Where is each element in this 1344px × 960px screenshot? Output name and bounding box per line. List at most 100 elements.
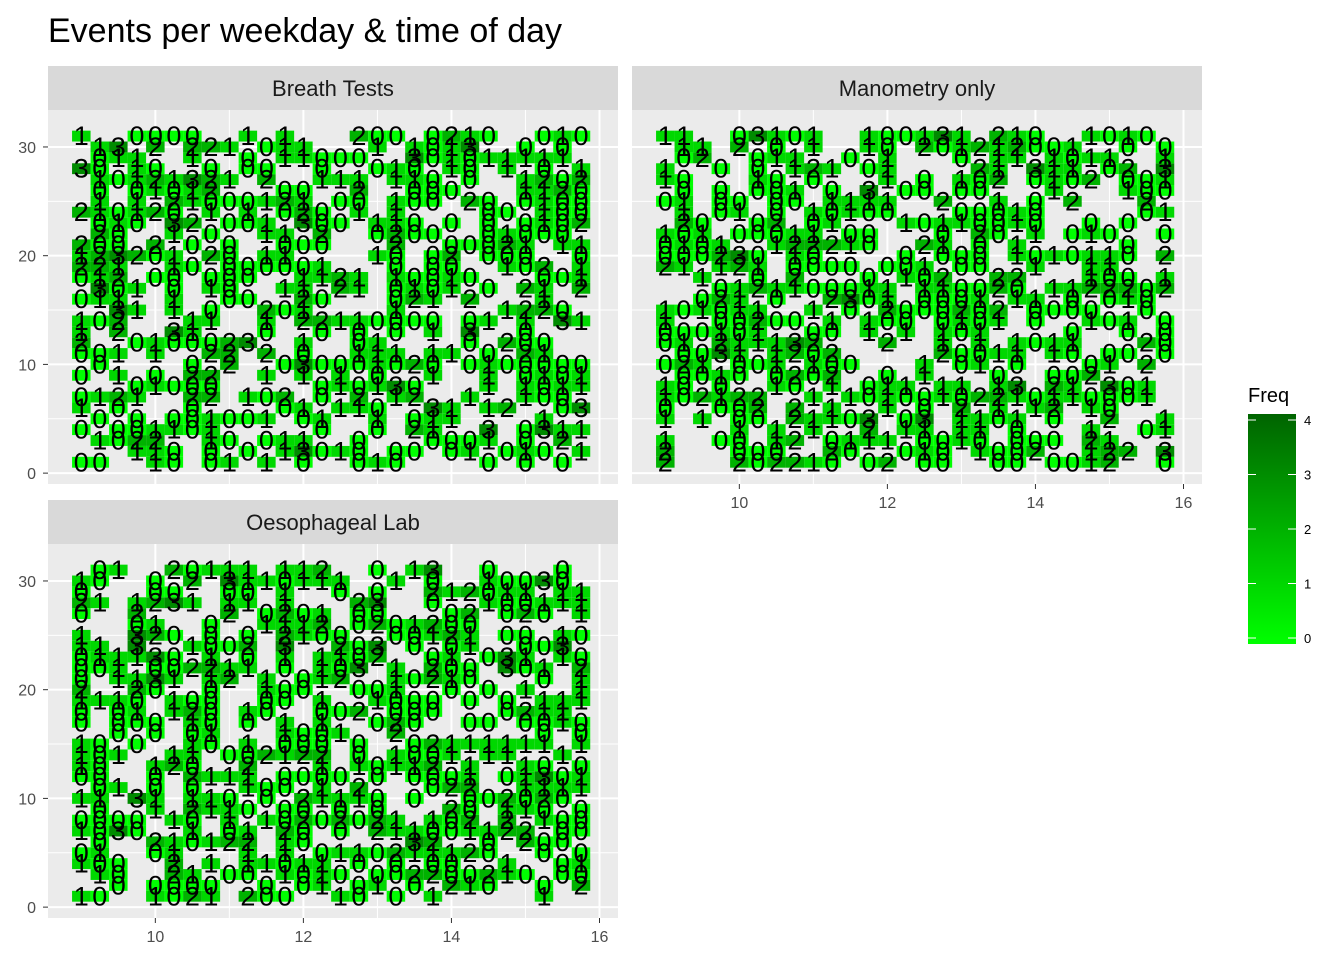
heatmap-cell-label: 1 [425,805,440,835]
heatmap-cell-label: 0 [370,306,385,336]
heatmap-tile [516,435,535,446]
heatmap-cell-label: 0 [203,295,218,325]
heatmap-cell-label: 2 [444,121,459,151]
heatmap-tile [312,217,332,229]
heatmap-cell-label: 3 [462,317,477,347]
heatmap-tile [220,413,239,425]
heatmap-tile [146,141,165,153]
heatmap-tile [257,261,276,272]
heatmap-tile [405,413,424,425]
heatmap-tile [553,424,572,436]
heatmap-cell-label: 0 [259,599,274,629]
heatmap-tile [497,228,517,240]
heatmap-cell-label: 2 [573,208,588,238]
heatmap-cell-label: 0 [518,317,533,347]
heatmap-tile [183,337,202,349]
heatmap-cell-label: 1 [148,436,163,466]
heatmap-cell-label: 1 [314,262,329,292]
heatmap-tile [275,391,295,403]
heatmap-cell-label: 0 [277,393,292,423]
heatmap-tile [90,239,110,251]
heatmap-tile [368,217,387,229]
heatmap-tile [571,174,591,186]
heatmap-tile [312,326,332,338]
heatmap-tile [90,435,110,446]
heatmap-cell-label: 0 [129,371,144,401]
heatmap-cell-label: 1 [148,339,163,369]
heatmap-tile [553,402,572,414]
heatmap-cell-label: 2 [185,208,200,238]
heatmap-cell-label: 0 [166,328,181,358]
heatmap-tile [146,130,165,142]
heatmap-cell-label: 1 [203,827,218,857]
heatmap-tile [127,130,147,142]
heatmap-tile [386,445,406,457]
heatmap-tile [294,413,313,425]
heatmap-cell-label: 0 [240,284,255,314]
heatmap-cell-label: 1 [481,371,496,401]
heatmap-cell-label: 1 [351,339,366,369]
heatmap-cell-label: 0 [222,740,237,770]
heatmap-tile [220,293,239,305]
heatmap-cell-label: 0 [536,121,551,151]
heatmap-cell-label: 2 [388,219,403,249]
heatmap-cell-label: 1 [277,219,292,249]
heatmap-cell-label: 2 [351,588,366,618]
heatmap-cell-label: 0 [222,230,237,260]
heatmap-cell-label: 0 [713,426,728,456]
heatmap-tile [349,282,369,294]
heatmap-cell-label: 0 [277,295,292,325]
heatmap-tile [294,337,313,349]
heatmap-cell-label: 0 [573,349,588,379]
heatmap-cell-label: 0 [314,143,329,173]
heatmap-tile [534,228,554,240]
heatmap-cell-label: 0 [536,382,551,412]
heatmap-cell-label: 2 [536,252,551,282]
heatmap-tile [294,369,313,381]
heatmap-cell-label: 0 [518,566,533,596]
heatmap-cell-label: 0 [518,860,533,890]
heatmap-tile [497,163,517,175]
heatmap-cell-label: 1 [259,447,274,477]
heatmap-cell-label: 0 [518,241,533,271]
heatmap-tile [257,217,276,229]
heatmap-tile [90,250,110,262]
heatmap-tile [275,282,295,294]
heatmap-cell-label: 1 [444,273,459,303]
heatmap-cell-label: 0 [732,121,747,151]
heatmap-tile [275,206,295,218]
heatmap-cell-label: 2 [333,262,348,292]
heatmap-cell-label: 1 [240,121,255,151]
heatmap-tile [238,293,258,305]
heatmap-cell-label: 1 [185,860,200,890]
heatmap-cell-label: 2 [111,382,126,412]
heatmap-tile [146,337,165,349]
heatmap-cell-label: 0 [222,252,237,282]
heatmap-cell-label: 1 [518,382,533,412]
heatmap-tile [220,282,239,294]
heatmap-cell-label: 1 [129,382,144,412]
heatmap-cell-label: 1 [695,132,710,162]
heatmap-tile [257,435,276,446]
heatmap-cell-label: 1 [425,284,440,314]
heatmap-cell-label: 0 [314,208,329,238]
heatmap-tile [442,130,461,142]
heatmap-cell-label: 0 [296,447,311,477]
heatmap-cell-label: 1 [388,566,403,596]
heatmap-cell-label: 1 [92,262,107,292]
x-tick-label: 12 [294,929,312,946]
heatmap-tile [294,152,313,164]
heatmap-tile [220,250,239,262]
heatmap-cell-label: 2 [314,306,329,336]
x-tick-label: 10 [146,929,164,946]
heatmap-tile [368,369,387,381]
heatmap-tile [460,163,480,175]
heatmap-cell-label: 3 [555,306,570,336]
heatmap-cell-label: 0 [148,262,163,292]
heatmap-cell-label: 0 [148,121,163,151]
heatmap-cell-label: 2 [518,339,533,369]
heatmap-tile [386,206,406,218]
heatmap-cell-label: 1 [713,230,728,260]
heatmap-cell-label: 0 [166,620,181,650]
heatmap-cell-label: 3 [166,208,181,238]
